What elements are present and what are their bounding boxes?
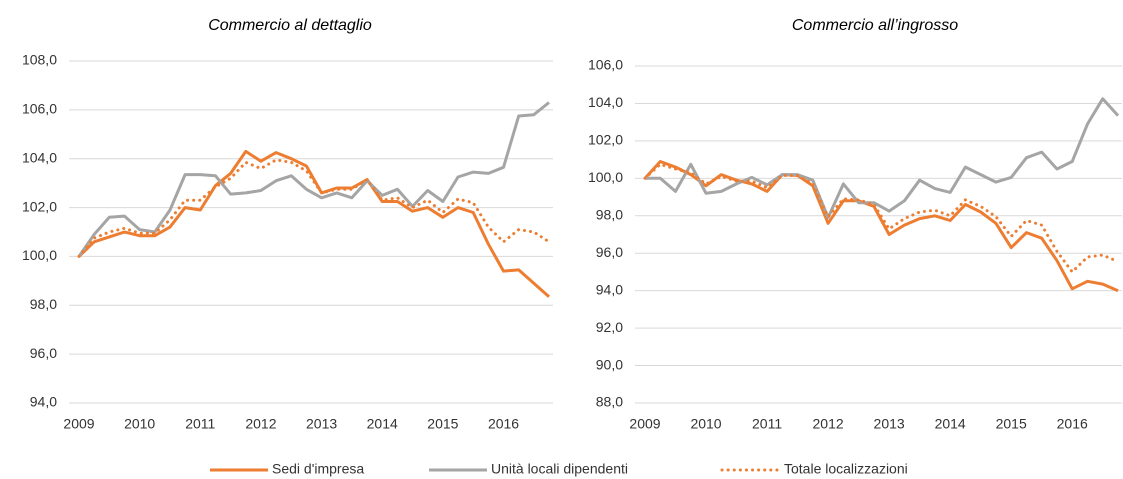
series-line bbox=[77, 149, 550, 298]
y-tick-label: 94,0 bbox=[30, 394, 57, 410]
y-tick-label: 96,0 bbox=[596, 244, 623, 260]
chart-title: Commercio al dettaglio bbox=[208, 17, 372, 34]
legend-label: Sedi d'impresa bbox=[272, 461, 364, 477]
y-tick-label: 108,0 bbox=[22, 52, 57, 68]
chart-title: Commercio all’ingrosso bbox=[792, 17, 958, 34]
x-tick-label: 2013 bbox=[874, 416, 905, 432]
x-tick-label: 2011 bbox=[185, 416, 215, 432]
series-line bbox=[645, 97, 1120, 220]
y-tick-label: 88,0 bbox=[596, 394, 623, 410]
x-tick-label: 2009 bbox=[629, 416, 660, 432]
x-tick-label: 2009 bbox=[63, 416, 94, 432]
series-line bbox=[643, 162, 1120, 275]
x-tick-label: 2010 bbox=[124, 416, 155, 432]
x-tick-label: 2011 bbox=[752, 416, 782, 432]
series-line bbox=[643, 160, 1119, 293]
y-tick-label: 102,0 bbox=[588, 132, 623, 148]
series-line bbox=[77, 101, 550, 258]
x-tick-label: 2013 bbox=[306, 416, 337, 432]
y-tick-label: 104,0 bbox=[588, 94, 623, 110]
y-tick-label: 102,0 bbox=[22, 198, 57, 214]
x-tick-label: 2010 bbox=[690, 416, 721, 432]
x-tick-label: 2015 bbox=[427, 416, 458, 432]
x-tick-label: 2016 bbox=[488, 416, 519, 432]
legend-label: Totale localizzazioni bbox=[784, 461, 908, 477]
y-tick-label: 92,0 bbox=[596, 319, 623, 335]
x-tick-label: 2015 bbox=[996, 416, 1027, 432]
y-tick-label: 106,0 bbox=[588, 57, 623, 73]
y-tick-label: 106,0 bbox=[22, 101, 57, 117]
x-tick-label: 2014 bbox=[935, 416, 966, 432]
y-tick-label: 100,0 bbox=[588, 169, 623, 185]
series-line bbox=[77, 158, 551, 258]
y-tick-label: 94,0 bbox=[596, 281, 623, 297]
y-tick-label: 96,0 bbox=[30, 345, 57, 361]
x-tick-label: 2012 bbox=[813, 416, 844, 432]
legend-label: Unità locali dipendenti bbox=[491, 461, 628, 477]
x-tick-label: 2014 bbox=[367, 416, 398, 432]
y-tick-label: 100,0 bbox=[22, 247, 57, 263]
y-tick-label: 104,0 bbox=[22, 149, 57, 165]
x-tick-label: 2012 bbox=[245, 416, 276, 432]
y-tick-label: 98,0 bbox=[596, 206, 623, 222]
x-tick-label: 2016 bbox=[1057, 416, 1088, 432]
y-tick-label: 90,0 bbox=[596, 356, 623, 372]
y-tick-label: 98,0 bbox=[30, 296, 57, 312]
